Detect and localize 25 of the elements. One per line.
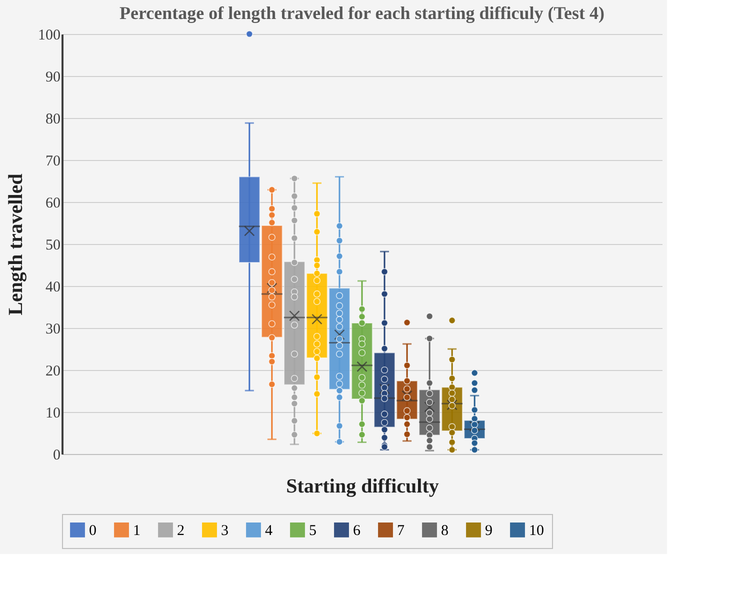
x-axis-title: Starting difficulty (286, 476, 439, 498)
y-tick-label: 0 (53, 448, 60, 464)
y-tick-label: 60 (46, 196, 60, 212)
legend-label: 3 (221, 522, 228, 539)
legend-label: 10 (529, 522, 544, 539)
y-tick-label: 20 (46, 364, 60, 380)
legend-label: 8 (441, 522, 448, 539)
y-tick-label: 40 (46, 280, 60, 296)
y-tick-label: 50 (46, 238, 60, 254)
legend-label: 4 (265, 522, 273, 539)
legend-label: 1 (133, 522, 140, 539)
chart-title: Percentage of length traveled for each starting difficuly (Test 4) (119, 3, 605, 23)
legend-label: 7 (397, 522, 405, 539)
legend-label: 0 (89, 522, 96, 539)
y-tick-label: 100 (38, 28, 60, 44)
y-tick-label: 90 (46, 70, 60, 86)
legend-label: 2 (177, 522, 184, 539)
legend-label: 5 (309, 522, 316, 539)
legend-label: 9 (485, 522, 492, 539)
y-tick-label: 30 (46, 322, 60, 338)
legend-label: 6 (353, 522, 361, 539)
y-tick-label: 80 (46, 112, 60, 128)
y-tick-label: 70 (46, 154, 60, 170)
y-tick-label: 10 (46, 406, 60, 422)
y-axis-title: Length travelled (5, 174, 27, 316)
